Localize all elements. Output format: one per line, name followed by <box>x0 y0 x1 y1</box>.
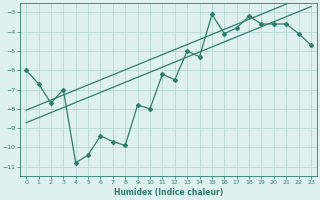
X-axis label: Humidex (Indice chaleur): Humidex (Indice chaleur) <box>114 188 223 197</box>
